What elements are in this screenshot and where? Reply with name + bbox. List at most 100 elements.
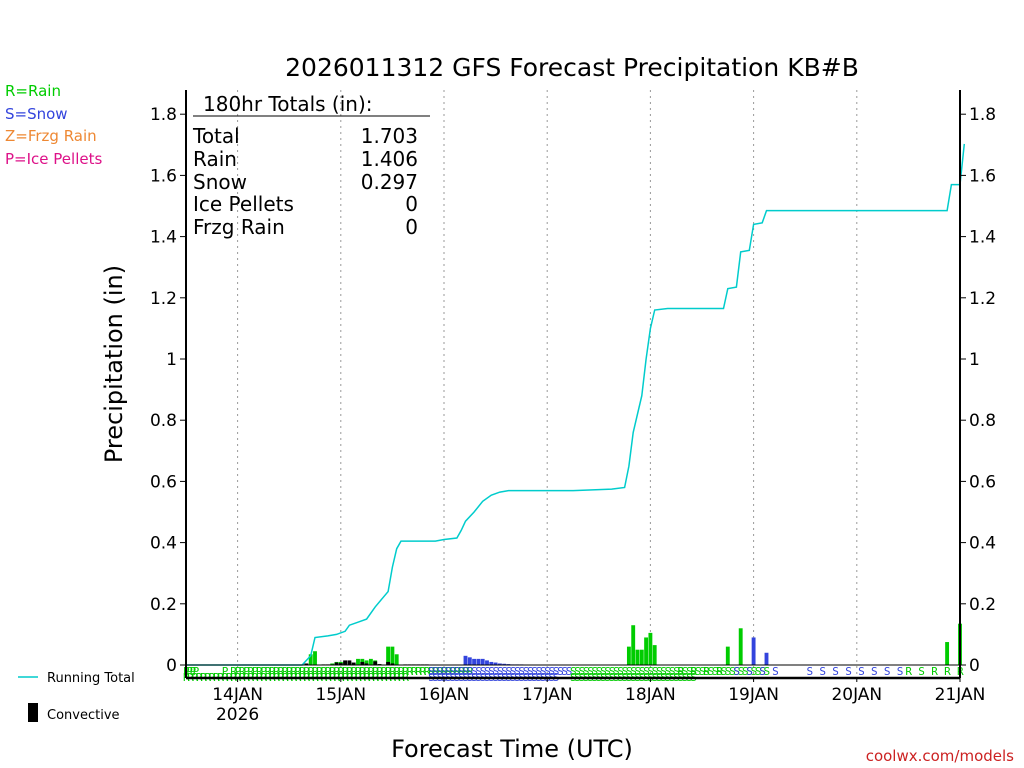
ptype-letter: R [282, 665, 289, 678]
ptype-letter: S [635, 665, 642, 678]
y-tick-label: 0 [166, 656, 177, 676]
legend-key-rain: R=Rain [5, 82, 61, 100]
ptype-letter: R [415, 665, 422, 678]
rain-bar [644, 637, 649, 665]
ptype-letter: S [471, 665, 478, 678]
ptype-letter: P [193, 665, 200, 678]
convective-bar [347, 660, 352, 665]
ptype-letter: S [437, 665, 444, 678]
snow-bar [751, 637, 756, 665]
ptype-letter: R [364, 665, 371, 678]
convective-bar [386, 661, 391, 665]
axes [185, 90, 961, 680]
ptype-letter: R [269, 665, 276, 678]
ptype-letter: S [746, 665, 753, 678]
snow-bar [502, 663, 507, 665]
ptype-letter: S [742, 665, 749, 678]
ptype-letter: S [695, 665, 702, 678]
ptype-letter: S [428, 665, 435, 678]
ptype-letter: P [189, 665, 196, 678]
precip-bars [304, 623, 962, 666]
rain-bar [386, 646, 391, 665]
y-tick-label: 0.8 [150, 411, 177, 431]
ptype-letter: S [755, 665, 762, 678]
totals-label-snow: Snow [193, 170, 247, 194]
ptype-letter: S [673, 665, 680, 678]
snow-bar [467, 657, 472, 665]
grid-lines [237, 90, 858, 678]
ptype-letter: S [660, 665, 667, 678]
x-tick-label: 15JAN [315, 685, 366, 705]
snow-bar [489, 661, 494, 665]
ptype-letter: S [832, 665, 839, 678]
ptype-letter: S [531, 665, 538, 678]
ptype-letter: S [807, 665, 814, 678]
x-tick-label: 20JAN [831, 685, 882, 705]
totals-value-ice: 0 [405, 192, 418, 216]
ptype-letter: S [488, 665, 495, 678]
ptype-letter: S [746, 665, 753, 678]
ptype-letter: S [467, 665, 474, 678]
ptype-letter: S [819, 665, 826, 678]
y-tick-label: 1.6 [150, 166, 177, 186]
ptype-letter: R [450, 665, 457, 678]
ptype-letter: S [918, 665, 925, 678]
snow-bar [493, 662, 498, 665]
ptype-letter: S [897, 665, 904, 678]
ptype-letter: R [346, 665, 353, 678]
ptype-letter: R [377, 665, 384, 678]
ptype-letter: S [759, 665, 766, 678]
ptype-letter: S [544, 665, 551, 678]
snow-bar [480, 658, 485, 665]
ptype-letter: R [454, 665, 461, 678]
x-tick-label: 16JAN [419, 685, 470, 705]
y-tick-label: 1.8 [150, 105, 177, 125]
ptype-letter: S [652, 665, 659, 678]
y-tick-label: 0.4 [150, 534, 177, 554]
ptype-letter: R [372, 665, 379, 678]
ptype-letter: R [312, 665, 319, 678]
ptype-letter: S [557, 665, 564, 678]
ptype-letter: R [385, 665, 392, 678]
convective-bar [373, 661, 378, 665]
ptype-letter: S [549, 665, 556, 678]
x-tick-label: 17JAN [522, 685, 573, 705]
ptype-letter: S [656, 665, 663, 678]
ptype-letter: S [669, 665, 676, 678]
ptype-letter: P [222, 665, 229, 678]
ptype-letter: S [686, 665, 693, 678]
y-tick-label-right: 1 [969, 350, 980, 370]
ptype-letter: R [338, 665, 345, 678]
ptype-letter: S [561, 665, 568, 678]
ptype-letter: R [316, 665, 323, 678]
y-tick-label-right: 1.8 [969, 105, 996, 125]
ptype-row: PPPPPRPRPRPRPRRRRRRRRRRRRRRRRRRRRRRRRRRR… [183, 665, 964, 684]
y-tick-label-right: 0.6 [969, 472, 996, 492]
ptype-letter: R [278, 665, 285, 678]
ptype-letter: R [230, 665, 237, 678]
ptype-letter: S [493, 665, 500, 678]
totals-value-frzg: 0 [405, 215, 418, 239]
ptype-letter: R [334, 665, 341, 678]
ptype-letter: S [772, 665, 779, 678]
ptype-letter: P [186, 665, 193, 678]
ptype-letter: R [239, 665, 246, 678]
ptype-letter: S [450, 665, 457, 678]
legend-key-ice: P=Ice Pellets [5, 150, 102, 168]
ptype-letter: S [716, 665, 723, 678]
ptype-letter: S [721, 665, 728, 678]
ptype-letter: R [944, 665, 951, 678]
ptype-letter: R [678, 665, 685, 678]
ptype-letter: S [884, 665, 891, 678]
rain-bar [390, 646, 395, 665]
ptype-letter: R [256, 665, 263, 678]
ptype-letter: S [643, 665, 650, 678]
totals-value-snow: 0.297 [361, 170, 418, 194]
ptype-letter: R [703, 665, 710, 678]
rain-bar [394, 654, 399, 665]
ptype-letter: R [441, 665, 448, 678]
ptype-letter: R [273, 665, 280, 678]
rain-bar [635, 649, 640, 665]
rain-bar [631, 625, 636, 665]
credit-text: coolwx.com/models [866, 747, 1014, 765]
